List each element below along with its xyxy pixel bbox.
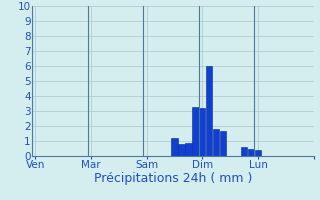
Bar xyxy=(192,106,198,156)
Bar xyxy=(213,129,220,156)
Bar xyxy=(255,150,261,156)
Bar xyxy=(185,142,192,156)
Bar xyxy=(206,66,212,156)
Bar xyxy=(178,144,185,156)
X-axis label: Précipitations 24h ( mm ): Précipitations 24h ( mm ) xyxy=(94,172,252,185)
Bar xyxy=(172,138,178,156)
Bar xyxy=(248,148,254,156)
Bar xyxy=(199,108,205,156)
Bar xyxy=(241,147,247,156)
Bar xyxy=(220,130,226,156)
